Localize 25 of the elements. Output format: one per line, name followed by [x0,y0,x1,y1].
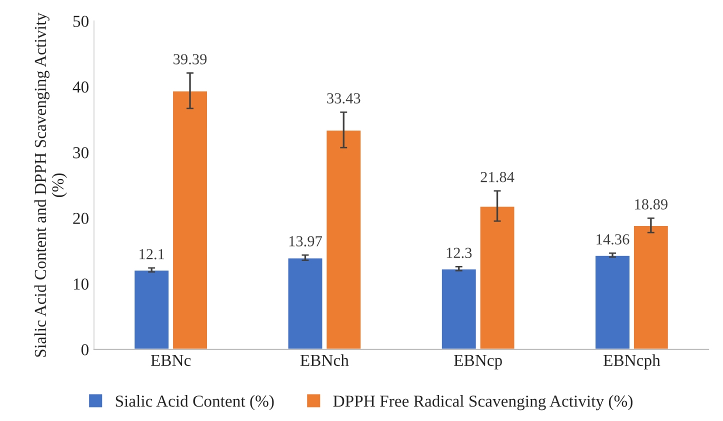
data-label: 18.89 [635,199,668,210]
data-label: 14.36 [596,234,630,245]
bar [440,268,478,350]
y-tick-label: 20 [73,212,88,224]
x-tick-label: EBNch [300,354,349,366]
data-label: 33.43 [327,93,360,104]
x-tick-label: EBNc [150,354,191,366]
data-label: 13.97 [289,236,322,246]
legend-label: Sialic Acid Content (%) [116,395,274,410]
x-tick-label: EBNcp [454,354,502,370]
data-label: 21.84 [480,172,514,182]
y-tick-label: 0 [81,344,88,356]
data-label: 12.1 [140,249,164,260]
x-tick-label: EBNcph [604,354,660,370]
data-label: 39.39 [174,54,207,64]
bar [286,256,324,350]
y-axis-title: Sialic Acid Content and DPPH Scavenging Activity (%) [34,12,67,357]
legend-label: DPPH Free Radical Scavenging Activity (%) [333,395,632,410]
bar [478,205,516,350]
y-tick-label: 10 [74,278,88,290]
bar [325,129,362,350]
data-label: 12.3 [446,248,472,258]
y-tick-label: 50 [73,16,88,27]
y-tick-label: 30 [73,147,88,158]
y-tick-label: 40 [72,81,88,93]
